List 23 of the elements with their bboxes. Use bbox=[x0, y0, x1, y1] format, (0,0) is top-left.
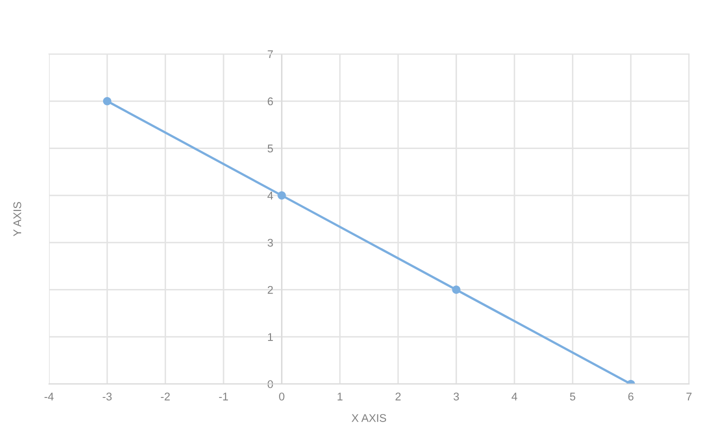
y-tick-label: 4 bbox=[267, 192, 274, 200]
y-tick-label: 6 bbox=[268, 97, 273, 106]
x-tick-label: -4 bbox=[44, 392, 54, 400]
x-tick-label: -1 bbox=[219, 392, 228, 400]
point bbox=[452, 286, 460, 294]
y-tick-label: 3 bbox=[268, 238, 273, 247]
x-tick-label: -3 bbox=[102, 392, 112, 400]
x-axis-title: X AXIS bbox=[352, 414, 386, 422]
x-tick-label: 5 bbox=[570, 392, 576, 400]
point bbox=[103, 96, 112, 106]
x-tick-label: 7 bbox=[686, 392, 692, 400]
y-tick-label: 2 bbox=[268, 286, 273, 294]
x-tick-label: 6 bbox=[628, 392, 634, 400]
x-tick-label: 4 bbox=[512, 392, 518, 400]
x-tick-label: -2 bbox=[160, 392, 170, 400]
x-tick-label: 1 bbox=[338, 392, 342, 400]
y-tick-label: 1 bbox=[268, 333, 273, 341]
y-tick-label: 5 bbox=[268, 144, 273, 152]
x-tick-label: 2 bbox=[396, 392, 401, 400]
y-axis-title: Y AXIS bbox=[13, 202, 22, 236]
point bbox=[278, 191, 286, 200]
x-tick-label: 3 bbox=[454, 392, 459, 400]
x-tick-label: 0 bbox=[279, 392, 284, 400]
